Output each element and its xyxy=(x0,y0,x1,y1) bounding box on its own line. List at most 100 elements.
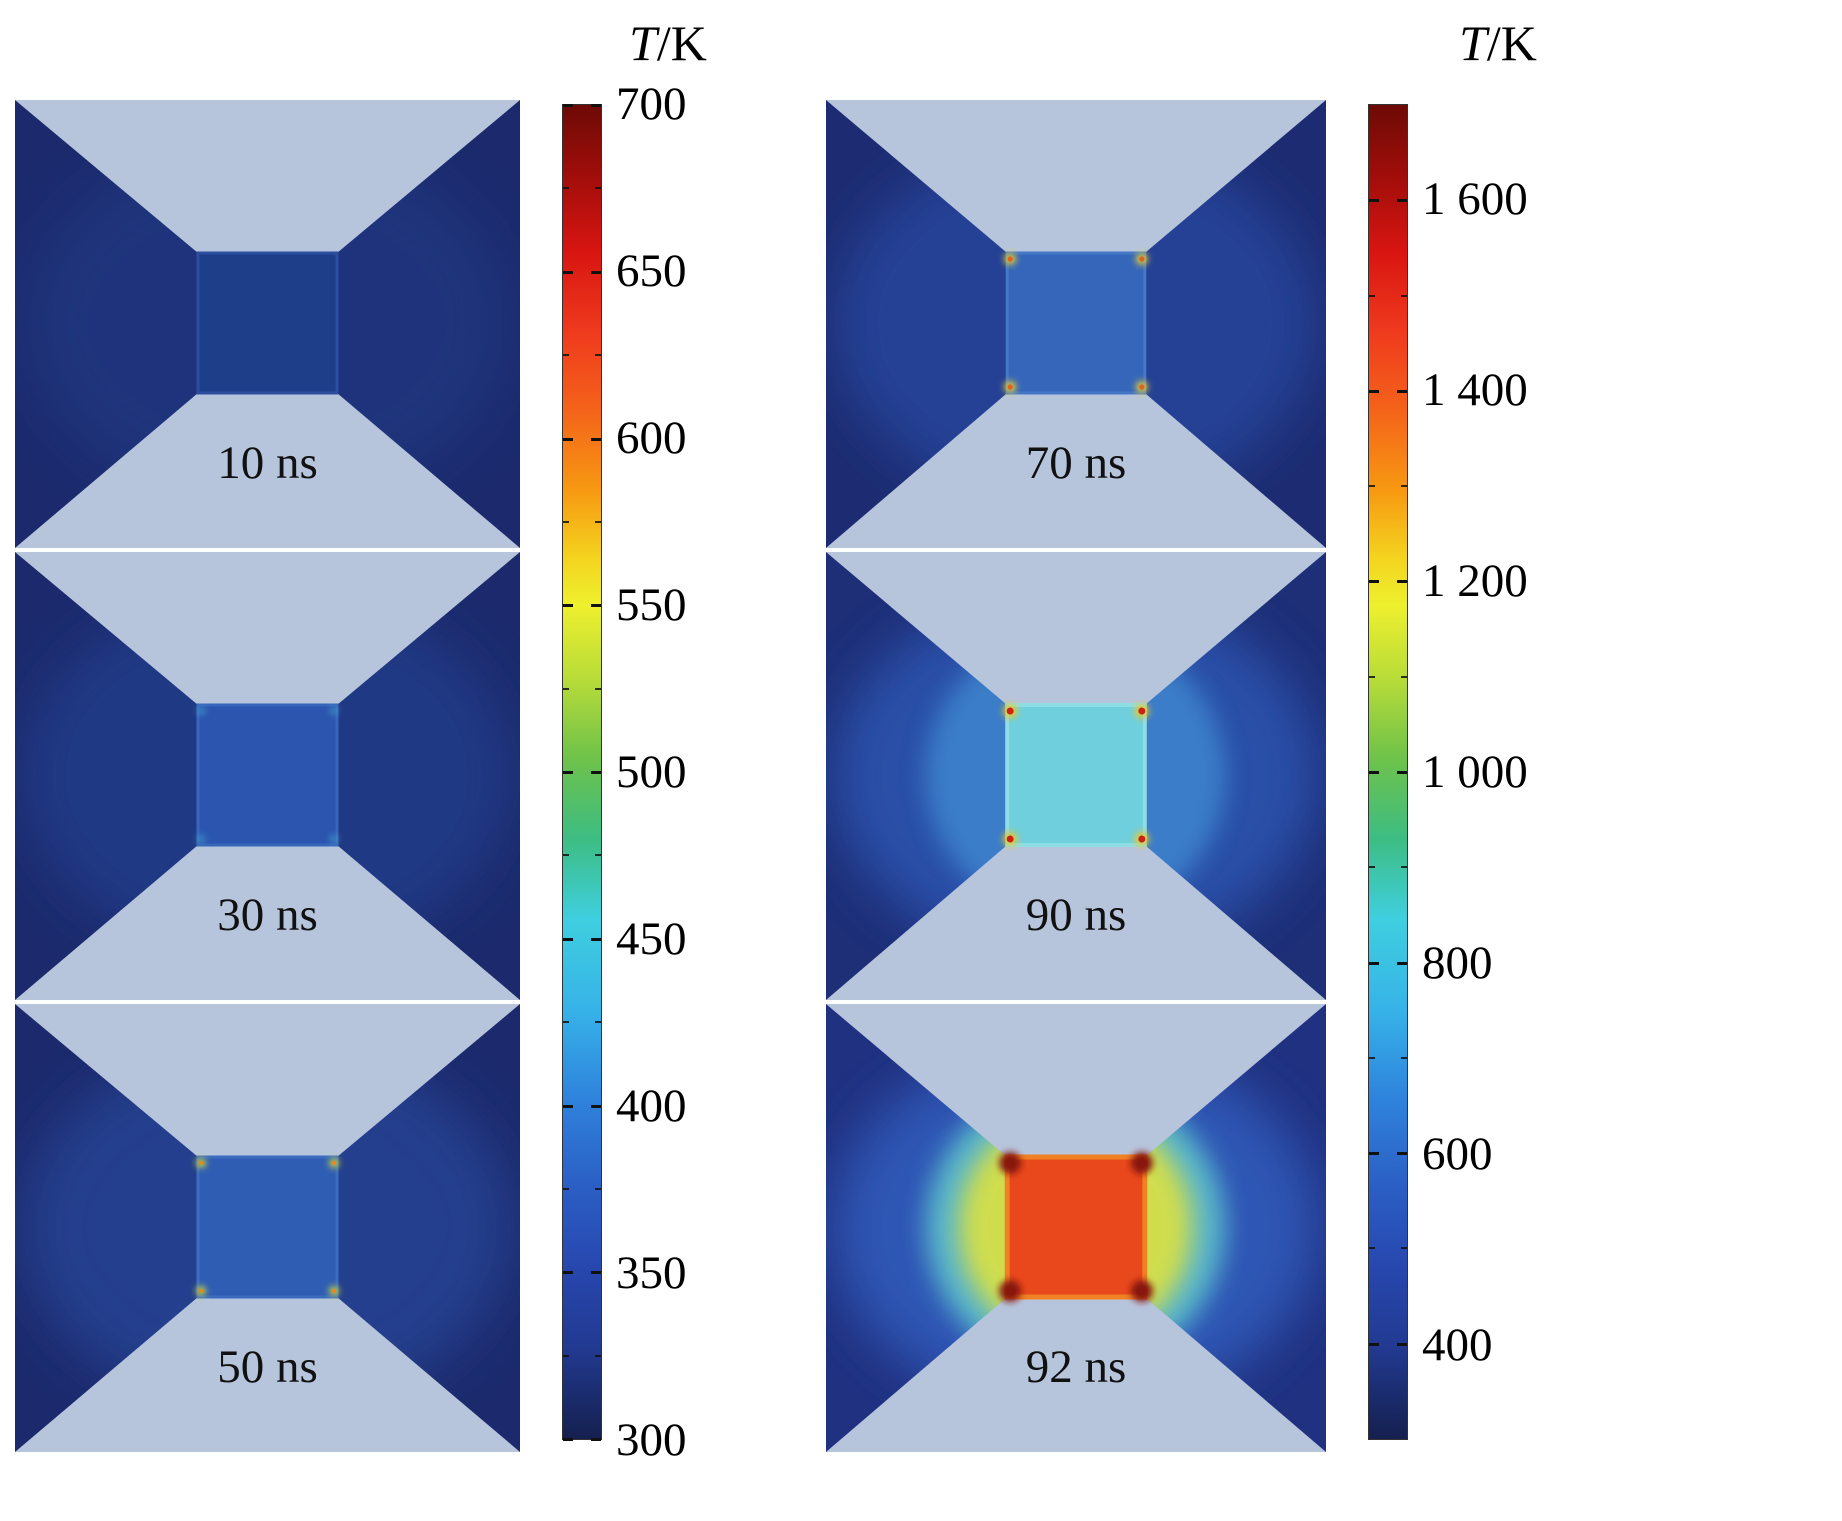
temperature-panel-70ns: 70 ns xyxy=(826,100,1326,548)
time-label: 10 ns xyxy=(217,437,318,489)
colorbar-tick xyxy=(1397,961,1407,965)
colorbar-tick xyxy=(1369,485,1375,488)
colorbar-tick xyxy=(591,437,601,441)
colorbar-tick xyxy=(563,1271,573,1275)
colorbar-tick xyxy=(563,1104,573,1108)
temperature-panel-92ns: 92 ns xyxy=(826,1004,1326,1452)
temperature-field-svg xyxy=(826,100,1326,548)
colorbar-tick xyxy=(563,1438,573,1441)
colorbar-title-unit: /K xyxy=(1486,15,1537,71)
colorbar-tick xyxy=(563,1187,569,1190)
colorbar-tick xyxy=(563,354,569,357)
time-label: 30 ns xyxy=(217,889,318,941)
colorbar-tick xyxy=(591,604,601,608)
colorbar-left-labels: 700 650 600 550 500 450 400 350 300 xyxy=(616,79,796,1465)
colorbar-tick xyxy=(591,1438,601,1441)
temperature-panel-10ns: 10 ns xyxy=(15,100,520,548)
colorbar-title-symbol: T xyxy=(1459,15,1487,71)
colorbar-tick-label: 650 xyxy=(616,245,687,297)
colorbar-tick xyxy=(595,1354,601,1357)
colorbar-tick xyxy=(563,771,573,774)
colorbar-tick-label: 300 xyxy=(616,1414,687,1466)
colorbar-tick xyxy=(591,1104,601,1108)
colorbar-tick xyxy=(591,937,601,941)
time-label: 92 ns xyxy=(1025,1341,1127,1393)
colorbar-tick xyxy=(595,854,601,857)
colorbar-tick xyxy=(1369,389,1379,393)
colorbar-tick xyxy=(563,937,573,941)
colorbar-tick xyxy=(563,270,573,274)
colorbar-right-labels: 1 600 1 400 1 200 1 000 800 600 400 xyxy=(1422,104,1602,1440)
colorbar-tick-label: 800 xyxy=(1422,936,1493,989)
colorbar-title-left: T/K xyxy=(598,14,738,72)
colorbar-tick xyxy=(1369,294,1375,297)
colorbar-tick-label: 1 600 xyxy=(1422,173,1528,226)
colorbar-tick xyxy=(1397,1152,1407,1156)
colorbar-tick xyxy=(1397,1342,1407,1346)
colorbar-tick xyxy=(1369,1247,1375,1250)
time-label: 90 ns xyxy=(1025,889,1127,941)
colorbar-tick xyxy=(1369,866,1375,869)
colorbar-tick xyxy=(1369,1342,1379,1346)
time-label: 50 ns xyxy=(217,1341,318,1393)
colorbar-tick xyxy=(1401,1247,1407,1250)
panel-column-left: 10 ns 30 ns 50 ns xyxy=(15,100,520,1456)
colorbar-tick-label: 550 xyxy=(616,579,687,631)
colorbar-tick xyxy=(1369,771,1379,774)
colorbar-tick xyxy=(1401,1056,1407,1059)
colorbar-tick-label: 400 xyxy=(616,1080,687,1132)
colorbar-tick xyxy=(1397,771,1407,774)
panel-column-right: 70 ns 90 ns 92 ns xyxy=(826,100,1326,1456)
temperature-panel-30ns: 30 ns xyxy=(15,552,520,1000)
colorbar-tick xyxy=(563,1021,569,1024)
colorbar-tick xyxy=(563,187,569,190)
colorbar-tick-label: 450 xyxy=(616,913,687,965)
temperature-field-svg xyxy=(15,1004,520,1452)
colorbar-title-right: T/K xyxy=(1428,14,1568,72)
time-label: 70 ns xyxy=(1025,437,1127,489)
colorbar-title-symbol: T xyxy=(629,15,657,71)
colorbar-tick xyxy=(591,1271,601,1275)
colorbar-title-unit: /K xyxy=(656,15,707,71)
colorbar-left xyxy=(562,104,602,1441)
colorbar-tick xyxy=(595,1021,601,1024)
colorbar-tick-label: 600 xyxy=(616,412,687,464)
colorbar-tick xyxy=(1401,675,1407,678)
temperature-field-svg xyxy=(826,552,1326,1000)
colorbar-tick xyxy=(591,771,601,774)
colorbar-tick xyxy=(595,520,601,523)
colorbar-tick-label: 400 xyxy=(1422,1318,1493,1371)
temperature-field-svg xyxy=(826,1004,1326,1452)
colorbar-tick xyxy=(1401,294,1407,297)
colorbar-right xyxy=(1368,104,1408,1440)
colorbar-tick-label: 1 200 xyxy=(1422,555,1528,608)
colorbar-tick xyxy=(1369,1152,1379,1156)
colorbar-tick xyxy=(1397,580,1407,584)
colorbar-tick xyxy=(1401,485,1407,488)
colorbar-tick xyxy=(563,104,573,107)
colorbar-tick xyxy=(1397,389,1407,393)
temperature-field-svg xyxy=(15,552,520,1000)
colorbar-tick xyxy=(1369,199,1379,203)
colorbar-tick xyxy=(595,1187,601,1190)
colorbar-tick xyxy=(1397,199,1407,203)
colorbar-tick xyxy=(591,104,601,107)
colorbar-tick xyxy=(563,437,573,441)
colorbar-tick-label: 500 xyxy=(616,746,687,798)
colorbar-tick xyxy=(595,354,601,357)
colorbar-tick xyxy=(595,687,601,690)
colorbar-tick xyxy=(563,520,569,523)
colorbar-tick xyxy=(563,687,569,690)
colorbar-tick xyxy=(595,187,601,190)
colorbar-tick-label: 1 400 xyxy=(1422,364,1528,417)
temperature-panel-90ns: 90 ns xyxy=(826,552,1326,1000)
colorbar-tick xyxy=(563,604,573,608)
colorbar-tick xyxy=(1369,580,1379,584)
colorbar-tick-label: 1 000 xyxy=(1422,746,1528,798)
colorbar-tick-label: 700 xyxy=(616,78,687,130)
temperature-panel-50ns: 50 ns xyxy=(15,1004,520,1452)
colorbar-tick-label: 600 xyxy=(1422,1127,1493,1180)
colorbar-tick xyxy=(1401,866,1407,869)
colorbar-tick xyxy=(1369,961,1379,965)
